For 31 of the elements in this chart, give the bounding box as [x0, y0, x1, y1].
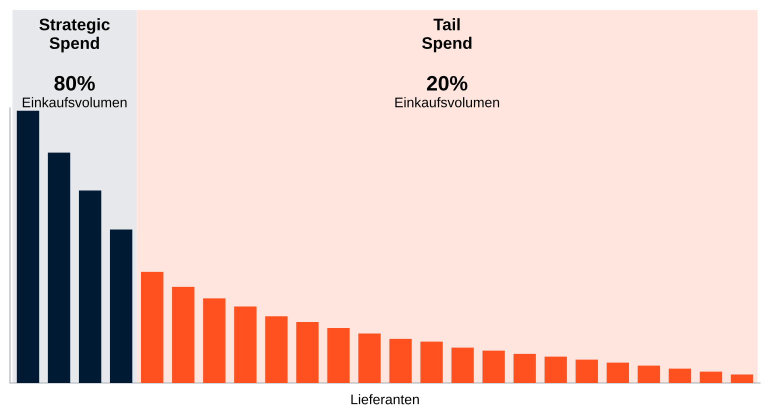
text: 80% [54, 76, 95, 91]
bar [110, 229, 132, 383]
bar [638, 366, 660, 383]
bar [203, 298, 226, 383]
bar [451, 348, 474, 383]
text: Einkaufsvolumen [22, 97, 127, 108]
bar [234, 306, 256, 383]
bar [420, 342, 443, 383]
text: Einkaufsvolumen [395, 97, 500, 108]
bar [389, 338, 412, 383]
bar [265, 316, 288, 383]
bar [327, 328, 350, 383]
text: Tail Spend [422, 18, 472, 52]
bar [576, 360, 598, 383]
bar [606, 362, 629, 383]
bar [296, 322, 319, 383]
bar [172, 286, 194, 383]
bar [482, 350, 505, 383]
bar [700, 372, 722, 383]
text: Strategic Spend [39, 18, 110, 52]
bar [730, 374, 754, 383]
x-axis-title: Lieferanten [351, 394, 419, 404]
bar [141, 272, 164, 383]
text: 20% [426, 76, 468, 91]
bar [16, 110, 40, 383]
bar [358, 333, 381, 383]
bar [78, 190, 102, 383]
bar [668, 368, 692, 383]
bar [48, 152, 70, 383]
bar [514, 354, 536, 383]
bar [544, 356, 567, 383]
